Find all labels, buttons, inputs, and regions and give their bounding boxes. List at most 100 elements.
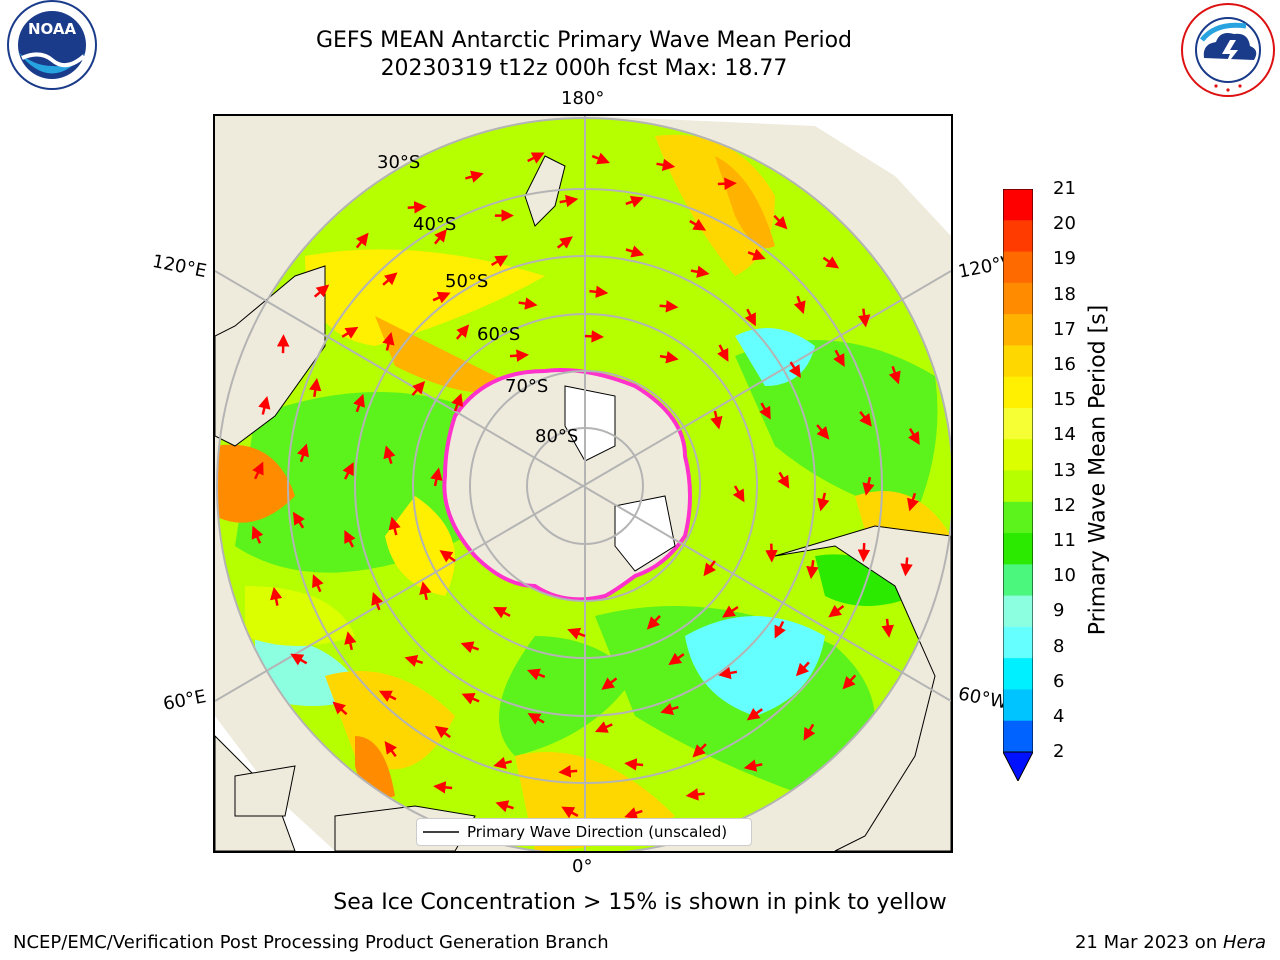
colorbar-tick-label: 13 <box>1053 459 1076 481</box>
wave-arrow <box>907 492 919 512</box>
wave-arrow <box>433 781 453 794</box>
wave-arrow <box>558 765 578 778</box>
colorbar-band <box>1003 501 1033 534</box>
wave-arrow <box>803 723 816 741</box>
colorbar-band <box>1003 251 1033 284</box>
colorbar-band <box>1003 345 1033 378</box>
lat-label-30s: 30°S <box>377 152 421 173</box>
lon-label-0: 0° <box>572 856 593 877</box>
map-panel: 30°S 40°S 50°S 60°S 70°S 80°S <box>213 114 953 853</box>
lat-label-70s: 70°S <box>505 376 549 397</box>
australia <box>215 265 326 447</box>
wave-arrow <box>251 525 264 544</box>
wave-arrow <box>907 428 920 445</box>
wave-arrow <box>455 324 470 340</box>
wave-arrow <box>900 557 913 577</box>
lat-label-50s: 50°S <box>445 271 489 292</box>
wave-arrow <box>290 653 308 666</box>
colorbar-band <box>1003 189 1033 221</box>
colorbar-band <box>1003 564 1033 597</box>
noaa-logo-text: NOAA <box>28 20 77 38</box>
wave-arrow <box>460 641 480 654</box>
wave-arrow <box>857 308 871 328</box>
wave-arrow <box>434 725 451 739</box>
colorbar-tick-label: 16 <box>1053 354 1076 375</box>
nws-logo-icon <box>1176 0 1280 100</box>
wave-arrow <box>561 806 579 819</box>
wave-arrow <box>722 605 739 618</box>
wave-arrow <box>774 620 786 639</box>
colorbar-tick-label: 20 <box>1053 213 1076 235</box>
colorbar-band <box>1003 720 1033 753</box>
wave-arrow <box>344 631 357 651</box>
colorbar-tick-label: 18 <box>1053 283 1076 305</box>
colorbar-tick-label: 6 <box>1053 670 1065 692</box>
wave-arrow <box>717 177 737 190</box>
wave-arrow <box>382 332 395 351</box>
colorbar-tick-label: 15 <box>1053 389 1076 411</box>
wave-arrow <box>888 365 901 385</box>
wave-arrow <box>344 530 356 548</box>
colorbar-scale <box>1002 188 1034 783</box>
colorbar-extend-triangle <box>1002 751 1034 783</box>
wave-arrow <box>660 703 679 715</box>
colorbar-band <box>1003 376 1033 409</box>
wave-arrow <box>527 152 545 164</box>
wave-arrow <box>743 759 763 772</box>
wave-arrow <box>439 550 456 563</box>
colorbar-tick-label: 12 <box>1053 494 1076 516</box>
wave-arrow <box>461 693 480 705</box>
wave-arrow <box>594 721 613 733</box>
colorbar-label: Primary Wave Mean Period [s] <box>1085 304 1111 636</box>
wave-arrow <box>842 674 857 690</box>
wave-arrow <box>625 195 644 208</box>
legend-label: Primary Wave Direction (unscaled) <box>467 823 728 841</box>
chart-subtitle: 20230319 t12z 000h fcst Max: 18.77 <box>380 56 788 81</box>
wave-arrow <box>732 485 745 503</box>
wave-arrow <box>465 170 484 183</box>
wave-arrow <box>656 158 676 172</box>
wave-arrow <box>659 300 679 313</box>
wave-arrow <box>881 618 894 638</box>
wave-arrow <box>717 344 729 362</box>
wave-arrow <box>353 393 365 413</box>
wave-arrow <box>404 654 424 667</box>
wave-arrow <box>747 248 766 261</box>
land-masses <box>215 155 951 851</box>
wave-arrow <box>806 560 819 580</box>
wave-arrow <box>419 581 432 601</box>
wave-arrow <box>591 152 610 165</box>
wave-arrow <box>793 295 806 315</box>
wave-arrow <box>556 236 573 249</box>
colorbar-band <box>1003 626 1033 659</box>
wave-arrow <box>625 245 645 258</box>
weddell-ice-shelf <box>614 495 676 572</box>
wave-arrow <box>451 393 464 412</box>
wave-arrow <box>292 511 305 529</box>
wave-arrow <box>746 707 763 721</box>
wave-arrow <box>857 543 871 563</box>
lon-label-120e: 120°E <box>150 250 209 283</box>
wave-arrow <box>777 471 790 489</box>
wave-arrow <box>312 574 324 593</box>
wave-arrow <box>313 284 330 298</box>
wave-arrow <box>382 272 398 286</box>
wave-arrow <box>411 380 426 396</box>
wave-arrow <box>744 308 756 327</box>
wave-arrow <box>624 758 644 771</box>
wave-arrow <box>828 604 845 618</box>
colorbar-band <box>1003 314 1033 346</box>
wave-arrow <box>432 291 451 304</box>
graticule <box>215 116 951 851</box>
wave-arrow <box>624 807 643 820</box>
lon-label-180: 180° <box>561 88 605 109</box>
wave-arrow <box>567 627 586 640</box>
wave-arrow <box>493 756 513 770</box>
sea-ice-footnote: Sea Ice Concentration > 15% is shown in … <box>333 890 947 915</box>
madagascar <box>234 765 296 817</box>
colorbar-band <box>1003 282 1033 315</box>
wave-arrow <box>817 492 830 512</box>
wave-arrow <box>495 800 514 813</box>
wave-arrow <box>659 351 679 364</box>
noaa-logo-icon: NOAA <box>0 0 104 104</box>
